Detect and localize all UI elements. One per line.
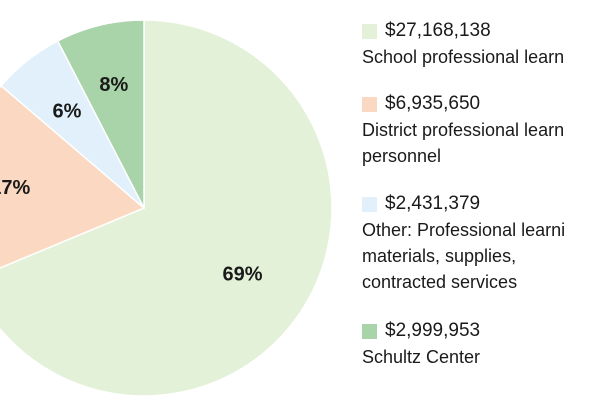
legend-amount: $2,999,953 [385, 320, 481, 341]
legend-description: District professional learn personnel [362, 117, 600, 169]
legend-amount: $6,935,650 [385, 93, 481, 114]
legend: $27,168,138 School professional learn $6… [362, 0, 600, 400]
pie-label-schultz: 8% [99, 74, 128, 96]
pie-label-other: 6% [53, 101, 82, 123]
legend-item-other: $2,431,379 Other: Professional learni ma… [362, 193, 600, 295]
legend-description-line: materials, supplies, [362, 246, 517, 266]
legend-description: School professional learn [362, 44, 600, 70]
legend-description-line: Schultz Center [362, 347, 481, 367]
pie-label-district: 17% [0, 177, 31, 199]
legend-description: Schultz Center [362, 344, 600, 370]
legend-description: Other: Professional learni materials, su… [362, 217, 600, 295]
legend-amount: $27,168,138 [385, 20, 491, 41]
legend-item-school: $27,168,138 School professional learn [362, 20, 600, 70]
legend-item-schultz: $2,999,953 Schultz Center [362, 320, 600, 370]
legend-description-line: contracted services [362, 272, 518, 292]
legend-swatch [362, 323, 377, 339]
pie-label-school: 69% [222, 264, 262, 286]
pie-slice-district [0, 84, 146, 269]
legend-description-line: personnel [362, 146, 442, 166]
legend-swatch [362, 196, 377, 212]
legend-description-line: Other: Professional learni [362, 220, 566, 240]
legend-swatch [362, 96, 377, 112]
legend-swatch [362, 23, 377, 39]
legend-amount: $2,431,379 [385, 193, 481, 214]
legend-description-line: District professional learn [362, 120, 565, 140]
legend-description-line: School professional learn [362, 47, 565, 67]
legend-item-district: $6,935,650 District professional learn p… [362, 93, 600, 169]
pie-slice-school [0, 19, 333, 397]
pie-slice-schultz [56, 19, 145, 209]
